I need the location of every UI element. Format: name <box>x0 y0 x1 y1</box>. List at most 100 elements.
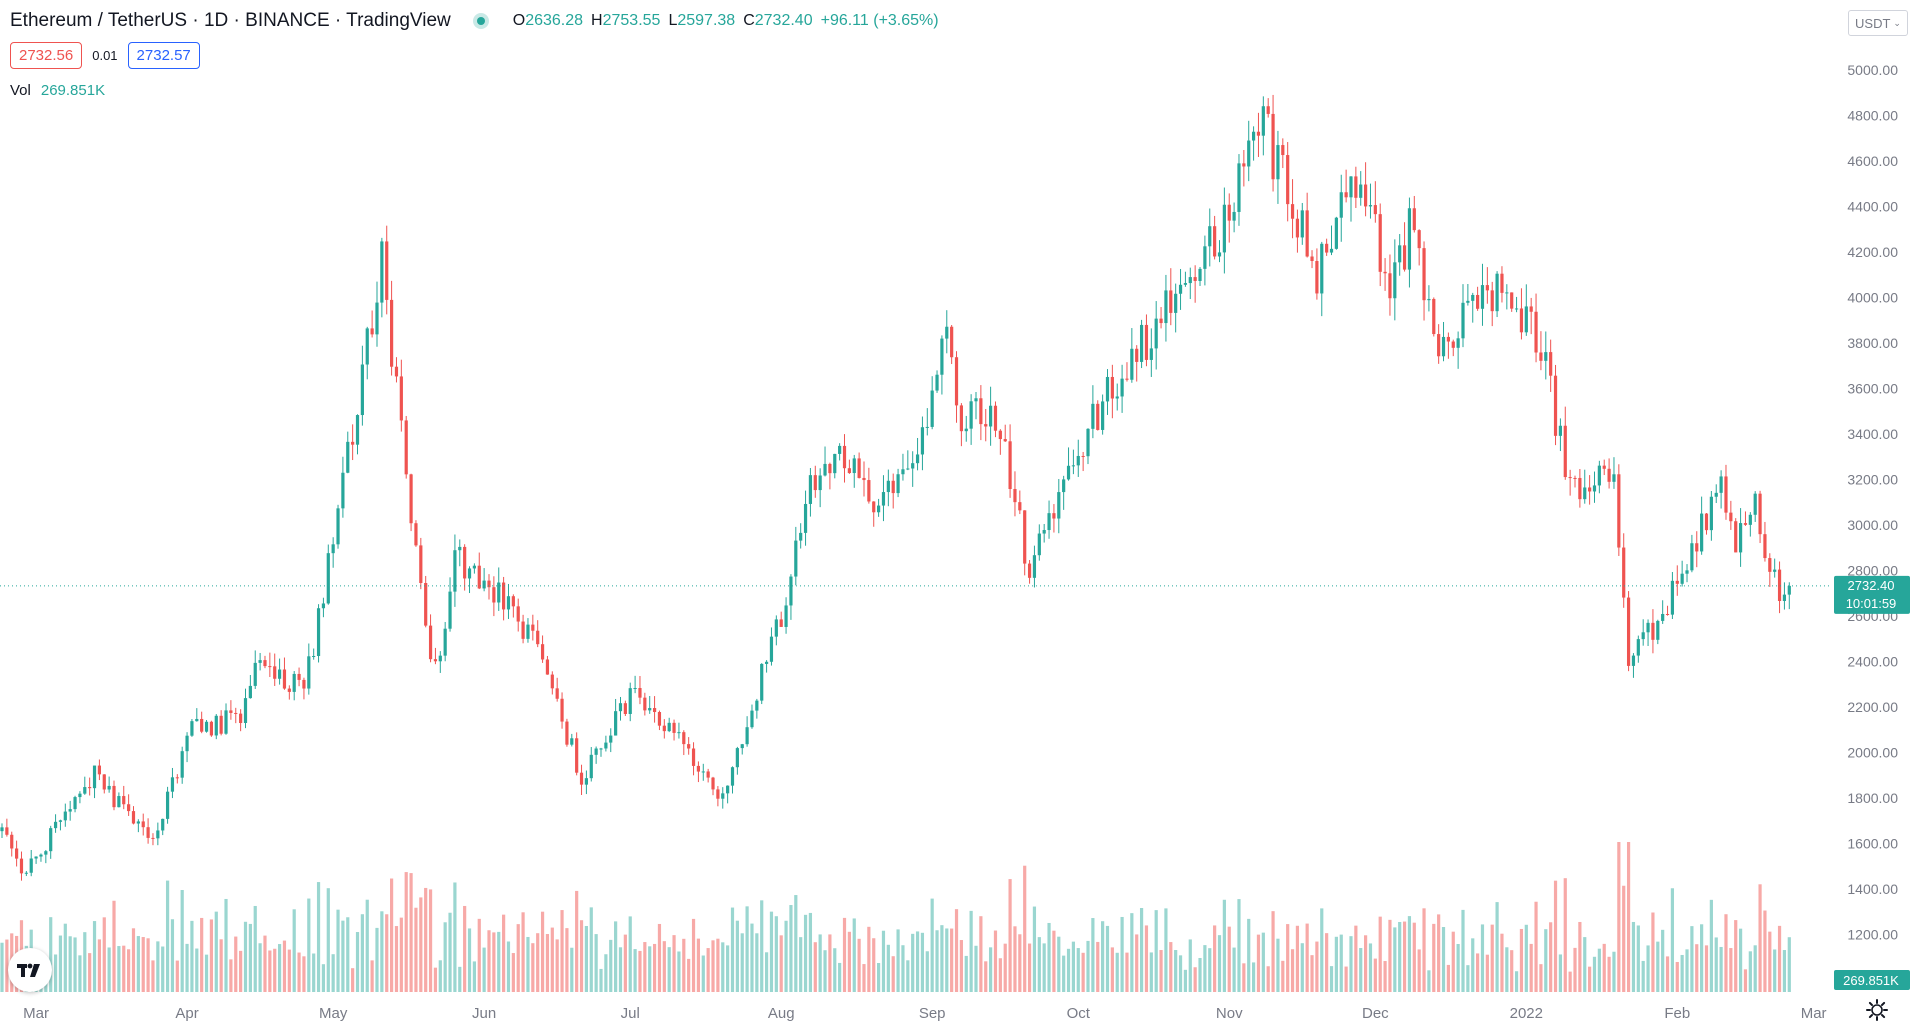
candle <box>1222 187 1226 274</box>
volume-bar <box>813 942 817 992</box>
volume-bar <box>560 910 564 992</box>
candle <box>1524 284 1528 336</box>
volume-bar <box>545 934 550 992</box>
candle <box>696 761 701 783</box>
volume-bar <box>287 949 291 992</box>
volume-bar <box>200 917 204 992</box>
volume-bar <box>911 933 915 992</box>
change-value: +96.11 (+3.65%) <box>820 12 939 29</box>
candle <box>355 414 360 455</box>
candle <box>1183 271 1188 287</box>
legend-header: Ethereum / TetherUS · 1D · BINANCE · Tra… <box>10 10 939 32</box>
y-tick-label: 1400.00 <box>1847 881 1898 897</box>
volume-bar <box>214 911 218 992</box>
candle <box>1432 297 1436 337</box>
x-tick-label: May <box>319 1005 348 1022</box>
symbol-title[interactable]: Ethereum / TetherUS · 1D · BINANCE · Tra… <box>10 10 451 31</box>
volume-bar <box>1432 923 1436 992</box>
candle <box>959 403 963 447</box>
y-tick-label: 4000.00 <box>1847 290 1898 306</box>
candle <box>1607 458 1611 489</box>
volume-bar <box>438 960 442 992</box>
volume-bar <box>1305 923 1309 992</box>
price-axis[interactable]: 5000.00 4800.00 4600.00 4400.00 4200.00 4000.… <box>1847 62 1898 943</box>
volume-bar <box>102 917 106 992</box>
volume-bar <box>195 948 199 992</box>
volume-bar <box>1300 943 1304 992</box>
candle <box>1485 267 1489 304</box>
volume-bar <box>428 889 433 992</box>
volume-bar <box>399 917 403 992</box>
candle <box>618 696 623 721</box>
candle <box>808 468 813 517</box>
volume-bar <box>862 964 866 992</box>
volume-bar <box>1641 960 1645 992</box>
volume-bar <box>1700 924 1704 992</box>
candle <box>589 747 593 782</box>
candle <box>156 822 160 846</box>
candle <box>19 851 24 881</box>
candle <box>1729 500 1733 530</box>
candle <box>409 473 413 532</box>
candle <box>842 434 847 483</box>
candle <box>726 785 730 804</box>
candle <box>1334 216 1338 250</box>
candle <box>97 759 101 781</box>
candle <box>492 576 496 617</box>
candle <box>1578 468 1582 508</box>
volume-bar <box>1183 969 1188 992</box>
close-value: 2732.40 <box>754 12 813 29</box>
candle <box>1612 457 1616 489</box>
volume-bar <box>1782 950 1787 992</box>
candle <box>360 345 364 426</box>
gear-icon[interactable] <box>1865 998 1889 1022</box>
y-tick-label: 3600.00 <box>1847 381 1898 397</box>
interval: 1D <box>203 10 229 31</box>
volume-bar <box>886 944 890 992</box>
volume-bar <box>209 919 214 992</box>
volume-bar <box>998 958 1002 992</box>
sell-button[interactable]: 2732.56 <box>10 42 83 69</box>
volume-bar <box>945 928 949 992</box>
x-tick-label: Mar <box>1801 1005 1827 1022</box>
candle <box>1782 582 1787 610</box>
currency-dropdown[interactable]: USDT ⌄ <box>1848 10 1908 36</box>
volume-bar <box>726 945 730 992</box>
time-axis[interactable]: Mar Apr May Jun Jul Aug Sep Oct Nov Dec 2022 Feb Mar <box>23 1005 1826 1022</box>
buy-button[interactable]: 2732.57 <box>127 42 200 69</box>
volume-bar <box>239 950 243 992</box>
volume-bar <box>122 945 126 992</box>
candle <box>424 575 428 628</box>
x-tick-label: Apr <box>175 1005 198 1022</box>
volume-legend[interactable]: Vol 269.851K <box>10 82 105 99</box>
candle <box>302 677 306 700</box>
candle <box>1427 285 1431 312</box>
volume-bar <box>1388 919 1392 992</box>
candle <box>351 424 355 461</box>
candle <box>1480 263 1485 326</box>
volume-bar <box>1018 934 1022 992</box>
candle <box>375 281 379 347</box>
candle <box>1773 558 1777 578</box>
candle <box>107 776 111 793</box>
volume-bar <box>1602 943 1606 992</box>
y-tick-label: 1200.00 <box>1847 927 1898 943</box>
volume-bar <box>730 907 735 992</box>
candle <box>1402 222 1407 272</box>
volume-bar <box>779 935 783 992</box>
volume-bar <box>1120 916 1124 992</box>
volume-bar <box>1437 914 1441 992</box>
market-status-icon[interactable] <box>472 13 489 29</box>
volume-bar <box>531 943 535 992</box>
volume-bar <box>857 938 861 992</box>
candle <box>1446 332 1450 359</box>
tradingview-logo-icon[interactable] <box>8 948 52 992</box>
candle <box>1573 475 1577 488</box>
volume-bar <box>633 949 637 992</box>
candle <box>15 840 19 867</box>
candle <box>1164 274 1168 342</box>
volume-bar <box>258 943 262 992</box>
candle <box>998 429 1002 455</box>
volume-bar <box>657 923 662 992</box>
